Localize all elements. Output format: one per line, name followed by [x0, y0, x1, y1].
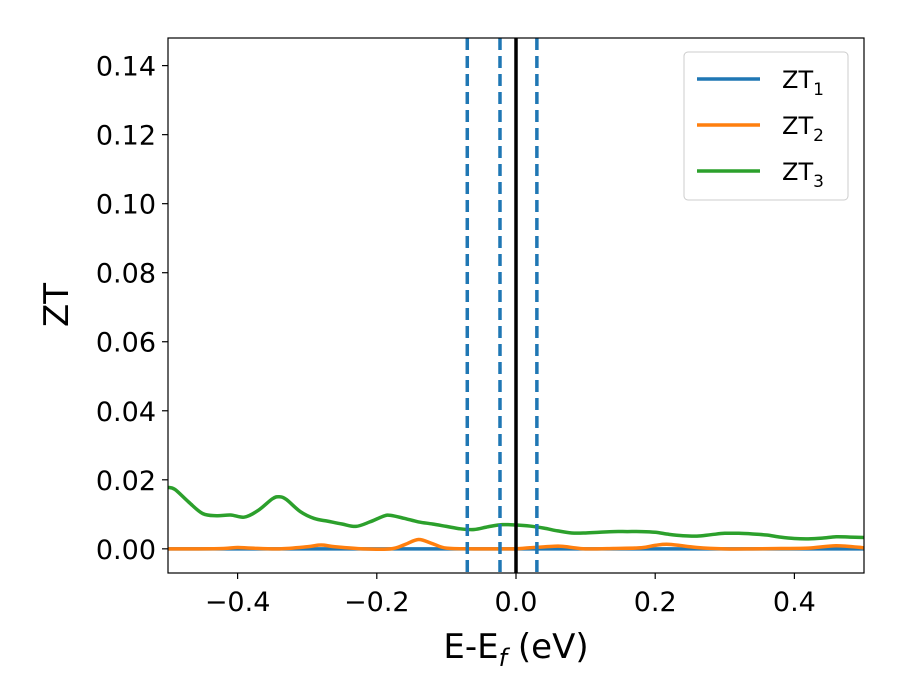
y-axis-ticks: 0.00 0.02 0.04 0.06 0.08 0.10 0.12 0.14 — [96, 52, 168, 566]
x-tick-label: −0.2 — [344, 587, 410, 618]
plot-content — [168, 38, 864, 573]
x-tick-label: 0.0 — [495, 587, 538, 618]
y-tick-label: 0.02 — [96, 466, 156, 497]
x-axis-ticks: −0.4 −0.2 0.0 0.2 0.4 — [205, 573, 816, 618]
legend: ZT1 ZT2 ZT3 — [683, 51, 849, 201]
y-tick-label: 0.14 — [96, 52, 156, 83]
legend-box — [683, 51, 849, 201]
x-tick-label: 0.4 — [773, 587, 816, 618]
y-axis-label: ZT — [37, 283, 77, 327]
legend-label-zt2: ZT2 — [782, 112, 824, 146]
x-tick-label: −0.4 — [205, 587, 271, 618]
y-tick-label: 0.08 — [96, 259, 156, 290]
series-line-zt2 — [168, 537, 864, 551]
series-line-zt3 — [168, 485, 864, 541]
legend-label-zt3: ZT3 — [782, 158, 824, 192]
x-axis-label: E-Ef (eV) — [443, 627, 588, 672]
y-tick-label: 0.10 — [96, 190, 156, 221]
x-axis-label-unit: (eV) — [507, 627, 589, 667]
legend-label-zt1: ZT1 — [782, 66, 824, 100]
y-tick-label: 0.04 — [96, 397, 156, 428]
x-axis-label-main: E-E — [443, 627, 498, 667]
x-tick-label: 0.2 — [634, 587, 677, 618]
y-tick-label: 0.06 — [96, 328, 156, 359]
y-tick-label: 0.00 — [96, 535, 156, 566]
y-tick-label: 0.12 — [96, 121, 156, 152]
